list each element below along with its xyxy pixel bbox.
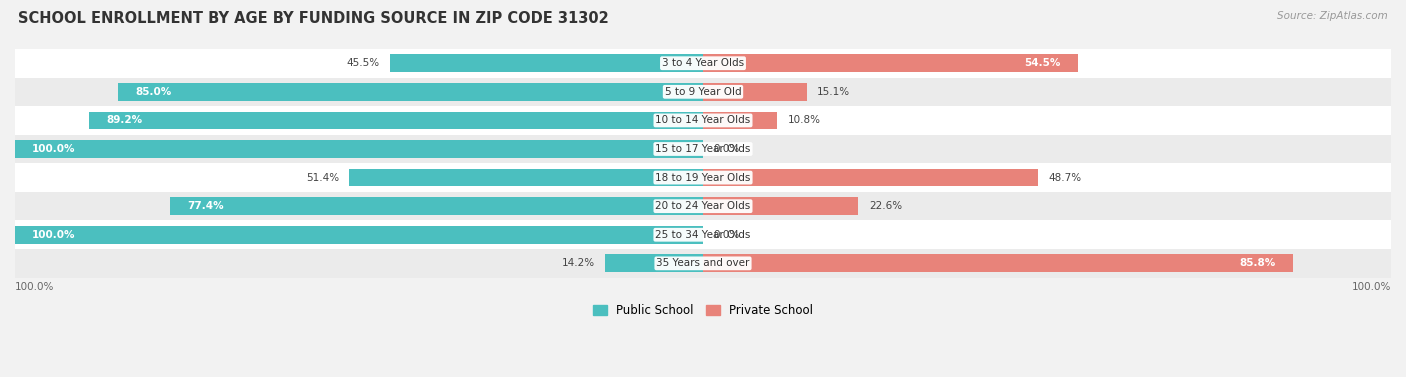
- Text: 35 Years and over: 35 Years and over: [657, 258, 749, 268]
- Legend: Public School, Private School: Public School, Private School: [588, 300, 818, 322]
- Text: Source: ZipAtlas.com: Source: ZipAtlas.com: [1277, 11, 1388, 21]
- Bar: [15, 78, 1391, 106]
- Text: 10.8%: 10.8%: [787, 115, 821, 126]
- Text: 25 to 34 Year Olds: 25 to 34 Year Olds: [655, 230, 751, 240]
- Text: 45.5%: 45.5%: [346, 58, 380, 68]
- Text: 54.5%: 54.5%: [1025, 58, 1060, 68]
- Text: 15.1%: 15.1%: [817, 87, 851, 97]
- Text: 22.6%: 22.6%: [869, 201, 901, 211]
- Bar: [15, 163, 1391, 192]
- Bar: [15, 221, 1391, 249]
- Bar: [703, 197, 859, 215]
- Text: 89.2%: 89.2%: [107, 115, 142, 126]
- Bar: [703, 112, 778, 129]
- Bar: [389, 54, 703, 72]
- Bar: [349, 169, 703, 187]
- Text: 20 to 24 Year Olds: 20 to 24 Year Olds: [655, 201, 751, 211]
- Text: 100.0%: 100.0%: [15, 282, 55, 292]
- Bar: [15, 106, 1391, 135]
- Bar: [15, 192, 1391, 221]
- Text: 100.0%: 100.0%: [1351, 282, 1391, 292]
- Text: 14.2%: 14.2%: [562, 258, 595, 268]
- Text: 85.0%: 85.0%: [135, 87, 172, 97]
- Text: 0.0%: 0.0%: [713, 144, 740, 154]
- Bar: [15, 226, 703, 244]
- Bar: [703, 83, 807, 101]
- Text: 0.0%: 0.0%: [713, 230, 740, 240]
- Text: 77.4%: 77.4%: [187, 201, 225, 211]
- Bar: [606, 254, 703, 272]
- Bar: [170, 197, 703, 215]
- Text: 100.0%: 100.0%: [32, 144, 76, 154]
- Text: 10 to 14 Year Olds: 10 to 14 Year Olds: [655, 115, 751, 126]
- Bar: [15, 140, 703, 158]
- Bar: [703, 54, 1078, 72]
- Bar: [703, 254, 1294, 272]
- Bar: [15, 135, 1391, 163]
- Bar: [15, 49, 1391, 78]
- Text: 18 to 19 Year Olds: 18 to 19 Year Olds: [655, 173, 751, 182]
- Bar: [118, 83, 703, 101]
- Text: 5 to 9 Year Old: 5 to 9 Year Old: [665, 87, 741, 97]
- Text: 3 to 4 Year Olds: 3 to 4 Year Olds: [662, 58, 744, 68]
- Bar: [703, 169, 1038, 187]
- Text: 51.4%: 51.4%: [307, 173, 339, 182]
- Text: 85.8%: 85.8%: [1240, 258, 1277, 268]
- Bar: [15, 249, 1391, 277]
- Bar: [90, 112, 703, 129]
- Text: 100.0%: 100.0%: [32, 230, 76, 240]
- Text: 15 to 17 Year Olds: 15 to 17 Year Olds: [655, 144, 751, 154]
- Text: SCHOOL ENROLLMENT BY AGE BY FUNDING SOURCE IN ZIP CODE 31302: SCHOOL ENROLLMENT BY AGE BY FUNDING SOUR…: [18, 11, 609, 26]
- Text: 48.7%: 48.7%: [1049, 173, 1081, 182]
